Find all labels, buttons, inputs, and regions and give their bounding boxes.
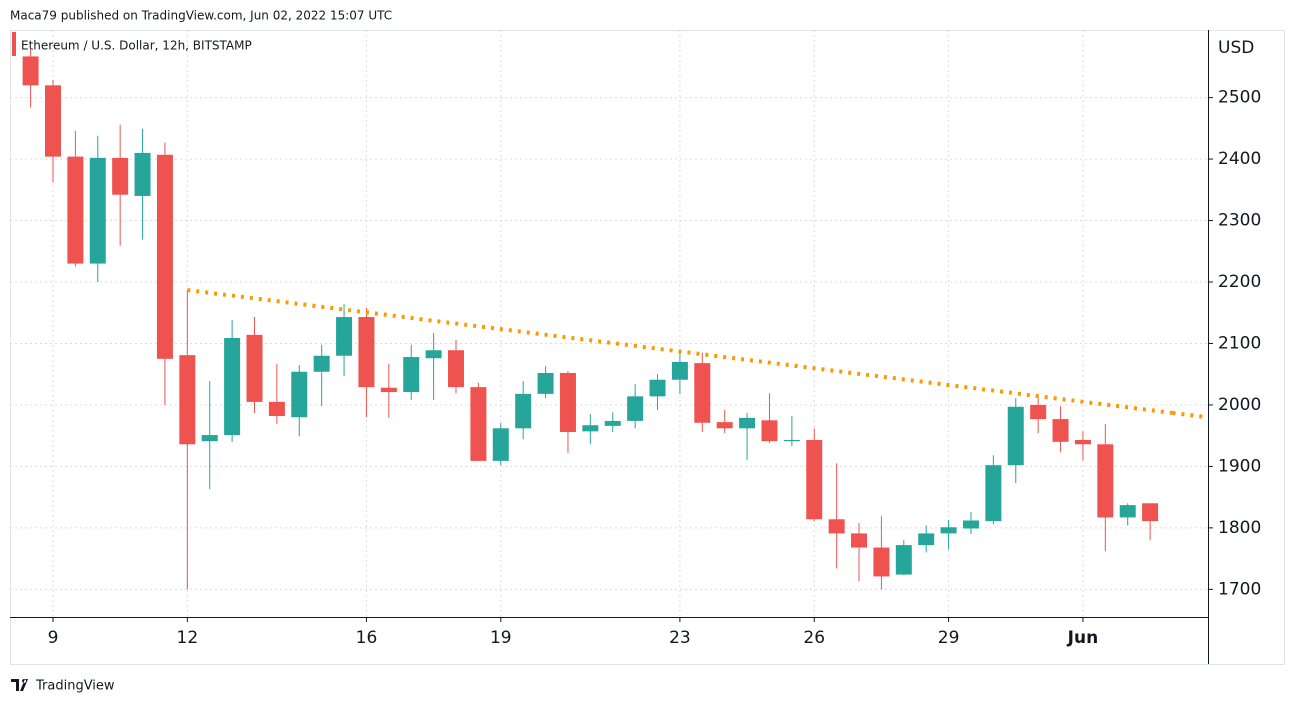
- candle-body: [1007, 406, 1024, 466]
- candle-body: [1052, 419, 1069, 442]
- y-tick-label: 1800: [1218, 518, 1261, 538]
- footer: TradingView: [35, 679, 115, 694]
- candle-body: [67, 156, 84, 264]
- currency-label: USD: [1218, 38, 1254, 58]
- candle-body: [425, 350, 442, 359]
- candle-body: [358, 317, 375, 388]
- candle-body: [156, 154, 173, 359]
- candle-body: [873, 547, 890, 577]
- candle-body: [649, 379, 666, 397]
- candle-body: [313, 355, 330, 372]
- candle-body: [492, 428, 509, 461]
- candle-body: [134, 152, 151, 196]
- x-tick-label: 12: [177, 628, 199, 648]
- candle-body: [201, 435, 218, 442]
- candle-body: [179, 355, 196, 445]
- candle-body: [22, 56, 39, 86]
- candle-body: [1097, 444, 1114, 518]
- candle-body: [582, 425, 599, 432]
- candle-body: [828, 519, 845, 534]
- candle-body: [1074, 439, 1091, 445]
- candle-body: [448, 350, 465, 388]
- candle-body: [1142, 503, 1159, 522]
- candle-body: [537, 372, 554, 394]
- candle-body: [604, 420, 621, 426]
- candle-body: [44, 85, 61, 157]
- y-tick-label: 2400: [1218, 149, 1261, 169]
- frame: [10, 30, 1285, 665]
- y-tick-label: 2200: [1218, 272, 1261, 292]
- y-tick-label: 2500: [1218, 88, 1261, 108]
- y-tick-label: 1900: [1218, 456, 1261, 476]
- x-tick-label: 19: [490, 628, 512, 648]
- candle-body: [671, 361, 688, 380]
- candle-body: [246, 334, 263, 402]
- x-tick-label: 9: [48, 628, 59, 648]
- candle-body: [694, 363, 711, 423]
- header: Maca79 published on TradingView.com, Jun…: [10, 9, 392, 23]
- candle-body: [962, 520, 979, 529]
- candle-body: [940, 527, 957, 534]
- candle-body: [851, 533, 868, 548]
- x-tick-label: Jun: [1067, 628, 1099, 648]
- candle-body: [1119, 505, 1136, 518]
- trendline: [187, 288, 1173, 415]
- x-tick-label: 16: [356, 628, 378, 648]
- candle-body: [783, 439, 800, 442]
- candle-body: [224, 337, 241, 436]
- candle-body: [918, 533, 935, 546]
- candle-body: [336, 317, 353, 356]
- chart-title: Ethereum / U.S. Dollar, 12h, BITSTAMP: [21, 39, 252, 53]
- candle-body: [291, 371, 308, 418]
- candle-body: [761, 420, 778, 442]
- candle-body: [515, 393, 532, 429]
- y-tick-label: 2100: [1218, 333, 1261, 353]
- candle-body: [403, 356, 420, 393]
- candle-body: [89, 157, 106, 264]
- y-tick-label: 2000: [1218, 395, 1261, 415]
- candle-body: [739, 417, 756, 429]
- trendline-extension: [1172, 410, 1209, 420]
- candle-body: [985, 465, 1002, 522]
- y-tick-label: 2300: [1218, 211, 1261, 231]
- y-tick-label: 1700: [1218, 579, 1261, 599]
- x-tick-label: 26: [803, 628, 825, 648]
- x-tick-label: 29: [938, 628, 960, 648]
- legend-marker: [12, 32, 16, 56]
- logo: [11, 679, 28, 691]
- candle-body: [559, 372, 576, 432]
- candle-body: [112, 157, 129, 195]
- candle-body: [716, 422, 733, 429]
- candle-body: [895, 545, 912, 575]
- candle-body: [268, 401, 285, 417]
- candle-body: [627, 396, 644, 421]
- candle-body: [806, 439, 823, 520]
- candle-body: [470, 387, 487, 461]
- candle-body: [1030, 404, 1047, 420]
- x-tick-label: 23: [669, 628, 691, 648]
- candle-body: [380, 387, 397, 393]
